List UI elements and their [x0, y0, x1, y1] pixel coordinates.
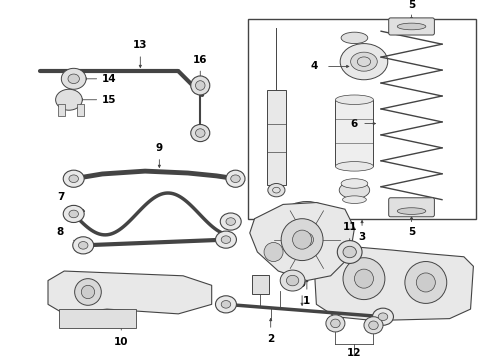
- Bar: [59, 309, 136, 328]
- Circle shape: [281, 219, 323, 261]
- Ellipse shape: [220, 213, 241, 230]
- Text: 5: 5: [408, 227, 415, 237]
- Circle shape: [416, 273, 435, 292]
- Circle shape: [343, 258, 385, 300]
- Ellipse shape: [196, 81, 205, 90]
- Ellipse shape: [397, 23, 426, 30]
- Ellipse shape: [231, 175, 240, 183]
- Ellipse shape: [336, 162, 373, 171]
- Text: 9: 9: [298, 279, 306, 289]
- Ellipse shape: [286, 275, 299, 286]
- Polygon shape: [48, 271, 212, 314]
- Bar: [267, 90, 286, 185]
- Text: 9: 9: [156, 143, 163, 153]
- Text: 15: 15: [101, 95, 116, 105]
- Ellipse shape: [216, 231, 237, 248]
- Text: 10: 10: [114, 337, 128, 347]
- Circle shape: [74, 279, 101, 305]
- Circle shape: [293, 230, 312, 249]
- Bar: [336, 100, 373, 166]
- Ellipse shape: [78, 242, 88, 249]
- Circle shape: [264, 243, 283, 261]
- Ellipse shape: [397, 208, 426, 215]
- Ellipse shape: [368, 321, 378, 329]
- Polygon shape: [315, 247, 473, 320]
- Text: 3: 3: [358, 232, 366, 242]
- Ellipse shape: [69, 175, 78, 183]
- Ellipse shape: [226, 218, 236, 225]
- Ellipse shape: [336, 95, 373, 104]
- Ellipse shape: [372, 308, 393, 325]
- Ellipse shape: [221, 301, 231, 308]
- Ellipse shape: [364, 317, 383, 334]
- Ellipse shape: [56, 89, 82, 110]
- Bar: [248, 19, 476, 219]
- Circle shape: [300, 233, 314, 246]
- Ellipse shape: [351, 52, 377, 71]
- Bar: [57, 104, 65, 116]
- Circle shape: [405, 261, 447, 303]
- Ellipse shape: [331, 319, 340, 328]
- Text: 8: 8: [57, 227, 64, 237]
- Ellipse shape: [341, 32, 368, 44]
- Text: 2: 2: [267, 334, 274, 343]
- Text: 13: 13: [133, 40, 147, 50]
- Text: 4: 4: [311, 62, 318, 71]
- Ellipse shape: [191, 125, 210, 141]
- Ellipse shape: [69, 210, 78, 218]
- Text: 12: 12: [347, 348, 362, 358]
- Ellipse shape: [73, 237, 94, 254]
- Ellipse shape: [326, 315, 345, 332]
- Ellipse shape: [280, 270, 305, 291]
- Ellipse shape: [196, 129, 205, 137]
- Circle shape: [269, 202, 345, 278]
- Circle shape: [81, 285, 95, 299]
- Text: 1: 1: [303, 296, 311, 306]
- Ellipse shape: [191, 76, 210, 95]
- Ellipse shape: [226, 170, 245, 187]
- Text: 6: 6: [351, 118, 358, 129]
- Ellipse shape: [216, 296, 237, 313]
- Text: 16: 16: [193, 55, 208, 65]
- Text: 5: 5: [408, 0, 415, 10]
- Bar: [76, 104, 84, 116]
- Text: 14: 14: [101, 74, 116, 84]
- Text: 7: 7: [58, 192, 65, 202]
- Ellipse shape: [378, 313, 388, 320]
- Ellipse shape: [339, 181, 369, 199]
- FancyBboxPatch shape: [389, 198, 434, 217]
- Polygon shape: [250, 203, 354, 280]
- Ellipse shape: [340, 44, 388, 80]
- Ellipse shape: [343, 196, 367, 203]
- FancyBboxPatch shape: [389, 18, 434, 35]
- Bar: [252, 275, 269, 294]
- Ellipse shape: [68, 74, 79, 84]
- Ellipse shape: [63, 205, 84, 222]
- Ellipse shape: [221, 236, 231, 243]
- Circle shape: [293, 225, 321, 254]
- Ellipse shape: [341, 179, 368, 188]
- Ellipse shape: [63, 170, 84, 187]
- Ellipse shape: [268, 184, 285, 197]
- Ellipse shape: [343, 246, 356, 258]
- Ellipse shape: [337, 240, 362, 264]
- Ellipse shape: [61, 68, 86, 89]
- Text: 11: 11: [343, 222, 357, 232]
- Circle shape: [354, 269, 373, 288]
